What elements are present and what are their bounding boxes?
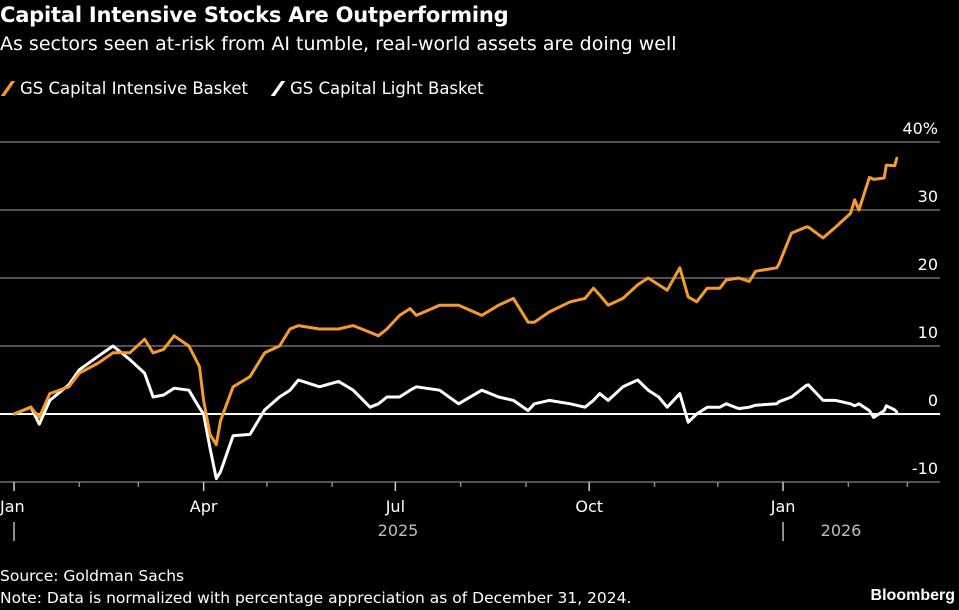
y-tick-label: 0 bbox=[928, 391, 938, 410]
y-tick-label: -10 bbox=[912, 459, 938, 478]
legend-item-capital-light: GS Capital Light Basket bbox=[270, 79, 484, 98]
x-tick-label: Apr bbox=[190, 497, 218, 516]
note-text: Note: Data is normalized with percentage… bbox=[0, 589, 632, 607]
y-tick-label: 30 bbox=[918, 187, 938, 206]
x-tick-label: Jul bbox=[385, 497, 405, 516]
bloomberg-logo: Bloomberg bbox=[870, 587, 955, 604]
year-label: 2026 bbox=[821, 521, 862, 540]
legend-item-capital-intensive: GS Capital Intensive Basket bbox=[0, 79, 248, 98]
legend-label: GS Capital Light Basket bbox=[289, 79, 484, 98]
source-text: Source: Goldman Sachs bbox=[0, 567, 185, 585]
x-tick-label: Jan bbox=[0, 497, 25, 516]
chart-title: Capital Intensive Stocks Are Outperformi… bbox=[0, 3, 509, 27]
series-line-capital-light bbox=[12, 344, 899, 481]
y-tick-label: 10 bbox=[918, 323, 938, 342]
y-tick-label: 20 bbox=[918, 255, 938, 274]
series-line-capital-intensive bbox=[12, 156, 899, 447]
x-tick-label: Jan bbox=[770, 497, 796, 516]
legend: GS Capital Intensive Basket GS Capital L… bbox=[0, 79, 484, 98]
y-tick-label: 40% bbox=[902, 119, 938, 138]
legend-label: GS Capital Intensive Basket bbox=[20, 79, 248, 98]
x-tick-label: Oct bbox=[575, 497, 603, 516]
chart-subtitle: As sectors seen at-risk from AI tumble, … bbox=[0, 33, 677, 55]
year-label: 2025 bbox=[378, 521, 419, 540]
